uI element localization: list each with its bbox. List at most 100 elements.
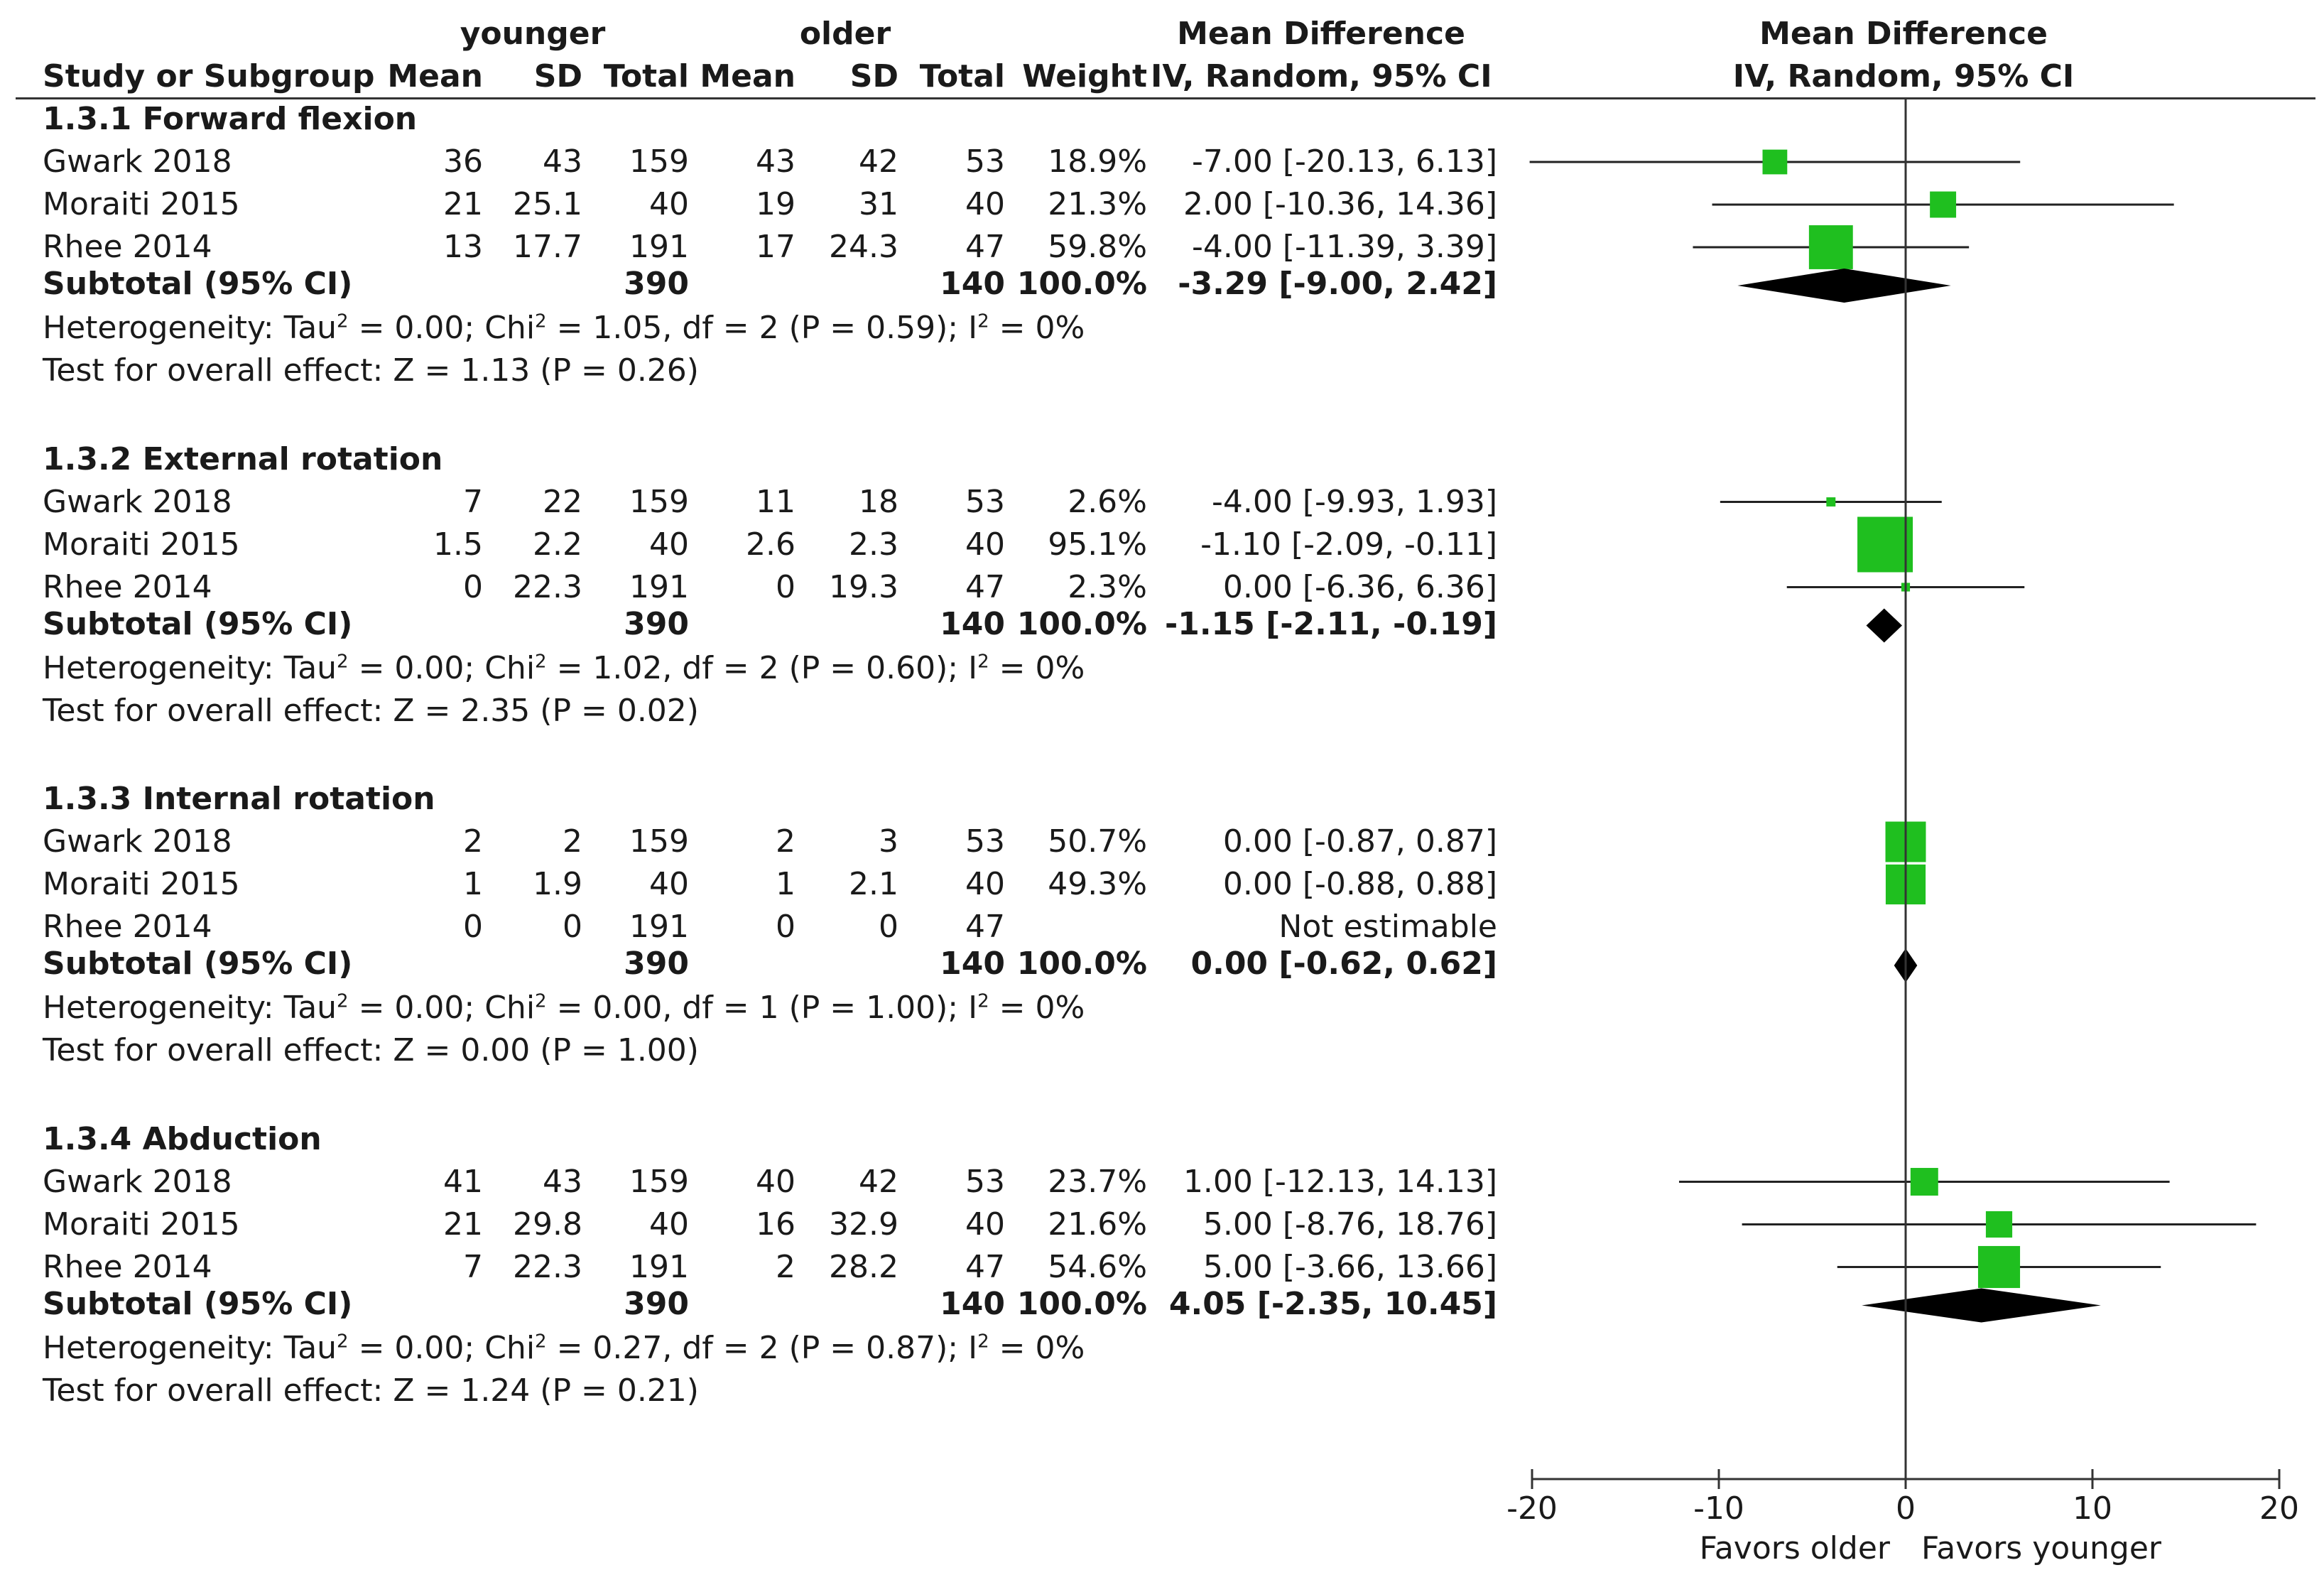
study-o-total: 47 [965, 909, 1005, 945]
superscript: 2 [337, 650, 349, 672]
study-weight: 2.6% [1068, 483, 1147, 520]
study-marker [1857, 516, 1913, 573]
overall-effect-text: Test for overall effect: Z = 0.00 (P = 1… [43, 1032, 699, 1068]
study-ci-text: 5.00 [-3.66, 13.66] [1202, 1248, 1497, 1285]
subtotal-weight: 100.0% [1016, 1285, 1147, 1322]
study-marker [1808, 225, 1853, 269]
x-tick-label: 20 [2259, 1490, 2299, 1527]
subtotal-y-total: 390 [624, 1285, 689, 1322]
heterogeneity-part: = 0% [989, 1329, 1085, 1366]
superscript: 2 [337, 1330, 349, 1352]
study-o-mean: 0 [776, 568, 796, 605]
study-y-sd: 25.1 [513, 186, 582, 222]
superscript: 2 [977, 990, 989, 1012]
heterogeneity-part: = 0% [989, 310, 1085, 346]
study-weight: 95.1% [1048, 526, 1147, 563]
study-o-sd: 32.9 [829, 1206, 898, 1243]
study-marker [1910, 1168, 1938, 1196]
study-o-mean: 43 [756, 144, 796, 180]
heterogeneity-text: Heterogeneity: Tau2 = 0.00; Chi2 = 0.00,… [43, 988, 1085, 1028]
study-name: Moraiti 2015 [43, 1206, 240, 1243]
study-y-mean: 0 [463, 909, 483, 945]
study-name: Gwark 2018 [43, 1163, 232, 1200]
superscript: 2 [977, 1330, 989, 1352]
study-y-total: 40 [649, 866, 689, 902]
study-o-total: 47 [965, 229, 1005, 265]
study-o-total: 40 [965, 526, 1005, 563]
study-name: Moraiti 2015 [43, 866, 240, 902]
superscript: 2 [977, 310, 989, 332]
study-o-total: 40 [965, 186, 1005, 222]
header-divider [16, 97, 1514, 99]
study-name: Rhee 2014 [43, 568, 212, 605]
study-y-mean: 13 [443, 229, 483, 265]
study-marker [1762, 149, 1788, 175]
plot-header-divider [1513, 97, 2315, 99]
study-weight: 2.3% [1068, 568, 1147, 605]
study-y-mean: 36 [443, 144, 483, 180]
heterogeneity-part: = 0% [989, 990, 1085, 1026]
study-ci-text: -4.00 [-11.39, 3.39] [1192, 229, 1497, 265]
study-o-total: 53 [965, 823, 1005, 860]
study-y-total: 159 [629, 144, 689, 180]
subtotal-y-total: 390 [624, 266, 689, 302]
study-weight: 54.6% [1048, 1248, 1147, 1285]
study-o-sd: 24.3 [829, 229, 898, 265]
study-ci-text: 1.00 [-12.13, 14.13] [1183, 1163, 1497, 1200]
study-o-total: 53 [965, 483, 1005, 520]
subtotal-ci: 0.00 [-0.62, 0.62] [1190, 946, 1497, 982]
study-ci-text: -4.00 [-9.93, 1.93] [1212, 483, 1497, 520]
study-weight: 50.7% [1048, 823, 1147, 860]
subtotal-diamond [1862, 1288, 2101, 1323]
md-header: Mean Difference [1177, 16, 1465, 52]
study-o-sd: 28.2 [829, 1248, 898, 1285]
subtotal-y-total: 390 [624, 605, 689, 642]
subtotal-o-total: 140 [940, 266, 1005, 302]
study-o-total: 47 [965, 1248, 1005, 1285]
heterogeneity-part: Heterogeneity: Tau [43, 1329, 337, 1366]
subtotal-label: Subtotal (95% CI) [43, 1285, 353, 1322]
y-sd-header: SD [533, 58, 582, 94]
study-o-total: 47 [965, 568, 1005, 605]
subtotal-ci: -3.29 [-9.00, 2.42] [1178, 266, 1497, 302]
study-y-total: 159 [629, 483, 689, 520]
superscript: 2 [535, 310, 547, 332]
study-o-sd: 19.3 [829, 568, 898, 605]
weight-header: Weight [1022, 58, 1147, 94]
heterogeneity-text: Heterogeneity: Tau2 = 0.00; Chi2 = 1.02,… [43, 649, 1085, 688]
study-o-mean: 16 [756, 1206, 796, 1243]
subtotal-ci: 4.05 [-2.35, 10.45] [1168, 1285, 1497, 1322]
subtotal-label: Subtotal (95% CI) [43, 946, 353, 982]
study-y-sd: 2 [563, 823, 582, 860]
study-marker [1977, 1245, 2021, 1289]
x-tick-label: 0 [1896, 1490, 1916, 1527]
study-o-mean: 1 [776, 866, 796, 902]
study-ci-text: 0.00 [-0.87, 0.87] [1222, 823, 1497, 860]
subgroup-title: 1.3.3 Internal rotation [43, 781, 435, 817]
subgroup-title: 1.3.2 External rotation [43, 440, 443, 477]
subtotal-weight: 100.0% [1016, 605, 1147, 642]
study-ci-text: 0.00 [-6.36, 6.36] [1222, 568, 1497, 605]
study-y-mean: 21 [443, 186, 483, 222]
study-ci-text: Not estimable [1278, 909, 1497, 945]
study-y-mean: 41 [443, 1163, 483, 1200]
study-name: Gwark 2018 [43, 144, 232, 180]
study-y-sd: 29.8 [513, 1206, 582, 1243]
study-y-total: 191 [629, 1248, 689, 1285]
favors-left-label: Favors older [1700, 1530, 1891, 1566]
study-y-total: 191 [629, 568, 689, 605]
study-y-total: 191 [629, 909, 689, 945]
study-weight: 21.3% [1048, 186, 1147, 222]
heterogeneity-part: = 1.02, df = 2 (P = 0.60); I [546, 649, 978, 686]
study-o-mean: 2.6 [746, 526, 796, 563]
subtotal-weight: 100.0% [1016, 266, 1147, 302]
study-y-sd: 1.9 [533, 866, 582, 902]
subgroup-title: 1.3.4 Abduction [43, 1120, 322, 1157]
overall-effect-text: Test for overall effect: Z = 1.13 (P = 0… [43, 352, 699, 389]
study-ci-text: 2.00 [-10.36, 14.36] [1183, 186, 1497, 222]
study-marker [1930, 191, 1957, 218]
study-col-header: Study or Subgroup [43, 58, 375, 94]
study-o-mean: 2 [776, 1248, 796, 1285]
study-o-mean: 0 [776, 909, 796, 945]
study-y-mean: 7 [463, 483, 483, 520]
